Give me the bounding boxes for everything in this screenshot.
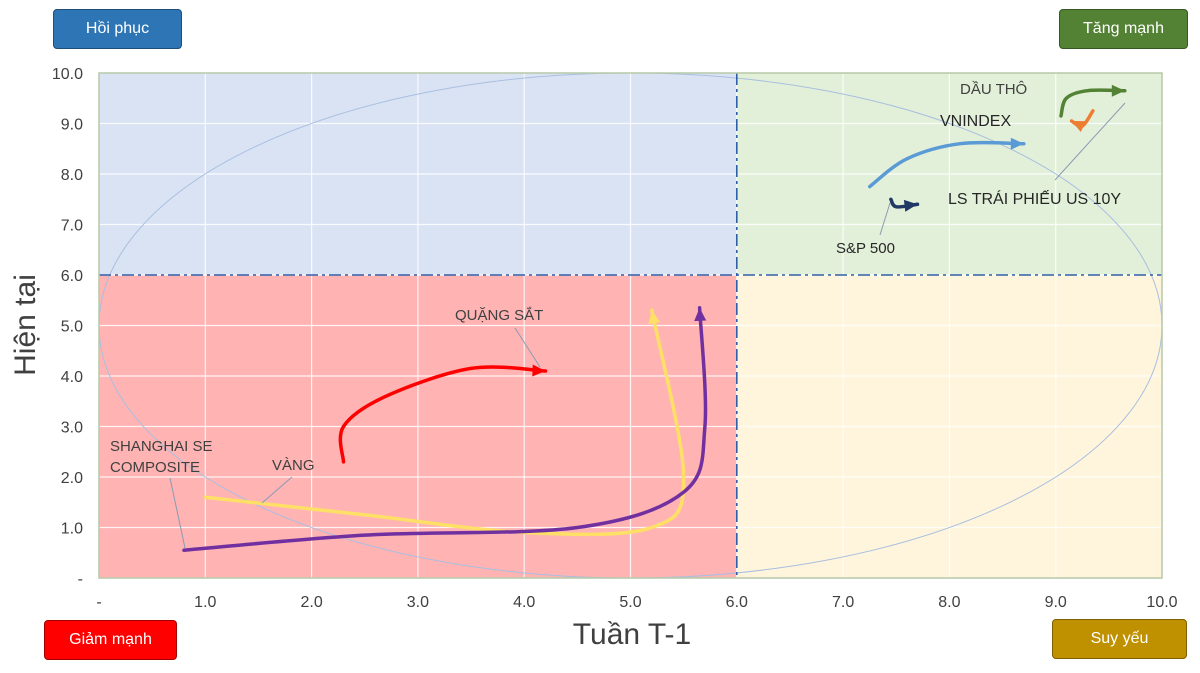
series-6 — [1069, 109, 1095, 132]
quadrant-button-recovery[interactable]: Hồi phục — [53, 9, 182, 49]
label-vnindex: VNINDEX — [940, 113, 1011, 130]
x-tick-label: 7.0 — [832, 594, 854, 611]
x-axis-label: Tuần T-1 — [573, 618, 691, 651]
x-tick-label: 1.0 — [194, 594, 216, 611]
quadrant-button-strong-rise[interactable]: Tăng mạnh — [1059, 9, 1188, 49]
label-vang: VÀNG — [272, 457, 315, 474]
y-tick-label: 3.0 — [61, 420, 83, 437]
x-tick-label: 5.0 — [619, 594, 641, 611]
y-tick-label: 9.0 — [61, 117, 83, 134]
x-tick-label: 4.0 — [513, 594, 535, 611]
series-0 — [338, 364, 548, 464]
quadrant-dividers — [99, 73, 1162, 578]
series-1 — [203, 308, 686, 537]
series-group — [182, 84, 1127, 552]
series-line — [1059, 88, 1127, 118]
label-quang-sat: QUẶNG SẮT — [455, 306, 543, 324]
leader-ls-trai-phieu — [1054, 102, 1126, 181]
leader-shanghai — [169, 477, 186, 549]
y-axis-label: Hiện tại — [9, 274, 42, 376]
series-arrowhead — [648, 310, 661, 325]
x-tick-label: 2.0 — [300, 594, 322, 611]
x-tick-label: 6.0 — [726, 594, 748, 611]
tick-labels: - 1.0 2.0 3.0 4.0 5.0 6.0 7.0 8.0 9.0 10.0 - 1.0 2.0 3… — [52, 66, 1178, 611]
y-tick-label: 2.0 — [61, 470, 83, 487]
x-tick-label: 8.0 — [938, 594, 960, 611]
leader-sp500 — [879, 202, 891, 236]
series-4 — [889, 197, 920, 212]
y-tick-label: 8.0 — [61, 167, 83, 184]
y-tick-label: 6.0 — [61, 268, 83, 285]
x-tick-label: 10.0 — [1146, 594, 1177, 611]
leader-quang-sat — [514, 327, 541, 368]
x-tick-label: 3.0 — [407, 594, 429, 611]
leader-vang — [261, 476, 293, 504]
series-3 — [867, 137, 1026, 189]
series-line — [867, 140, 1026, 189]
label-sp500: S&P 500 — [836, 240, 895, 257]
series-line — [203, 308, 686, 537]
series-arrowhead — [903, 199, 918, 212]
series-arrowhead — [1111, 84, 1125, 97]
x-tick-label: - — [96, 594, 101, 611]
quadrant-button-weakening[interactable]: Suy yếu — [1052, 619, 1187, 659]
y-tick-label: 1.0 — [61, 521, 83, 538]
series-arrowhead — [1010, 137, 1024, 150]
y-tick-label: 5.0 — [61, 319, 83, 336]
series-5 — [1059, 84, 1127, 118]
series-arrowhead — [1071, 121, 1086, 132]
series-arrowhead — [532, 364, 546, 377]
y-tick-label: 10.0 — [52, 66, 83, 83]
y-tick-label: 4.0 — [61, 369, 83, 386]
label-dau-tho: DẦU THÔ — [960, 81, 1027, 98]
series-line — [338, 365, 548, 464]
quadrant-button-strong-decline[interactable]: Giảm mạnh — [44, 620, 177, 660]
series-line — [182, 306, 708, 552]
x-tick-label: 9.0 — [1045, 594, 1067, 611]
label-ls-trai-phieu: LS TRÁI PHIẾU US 10Y — [948, 189, 1121, 208]
series-2 — [182, 306, 708, 552]
y-tick-label: 7.0 — [61, 218, 83, 235]
y-tick-label: - — [78, 571, 83, 588]
series-arrowhead — [694, 307, 707, 322]
plot-border — [98, 72, 1163, 579]
label-shanghai: SHANGHAI SE COMPOSITE — [110, 438, 217, 476]
